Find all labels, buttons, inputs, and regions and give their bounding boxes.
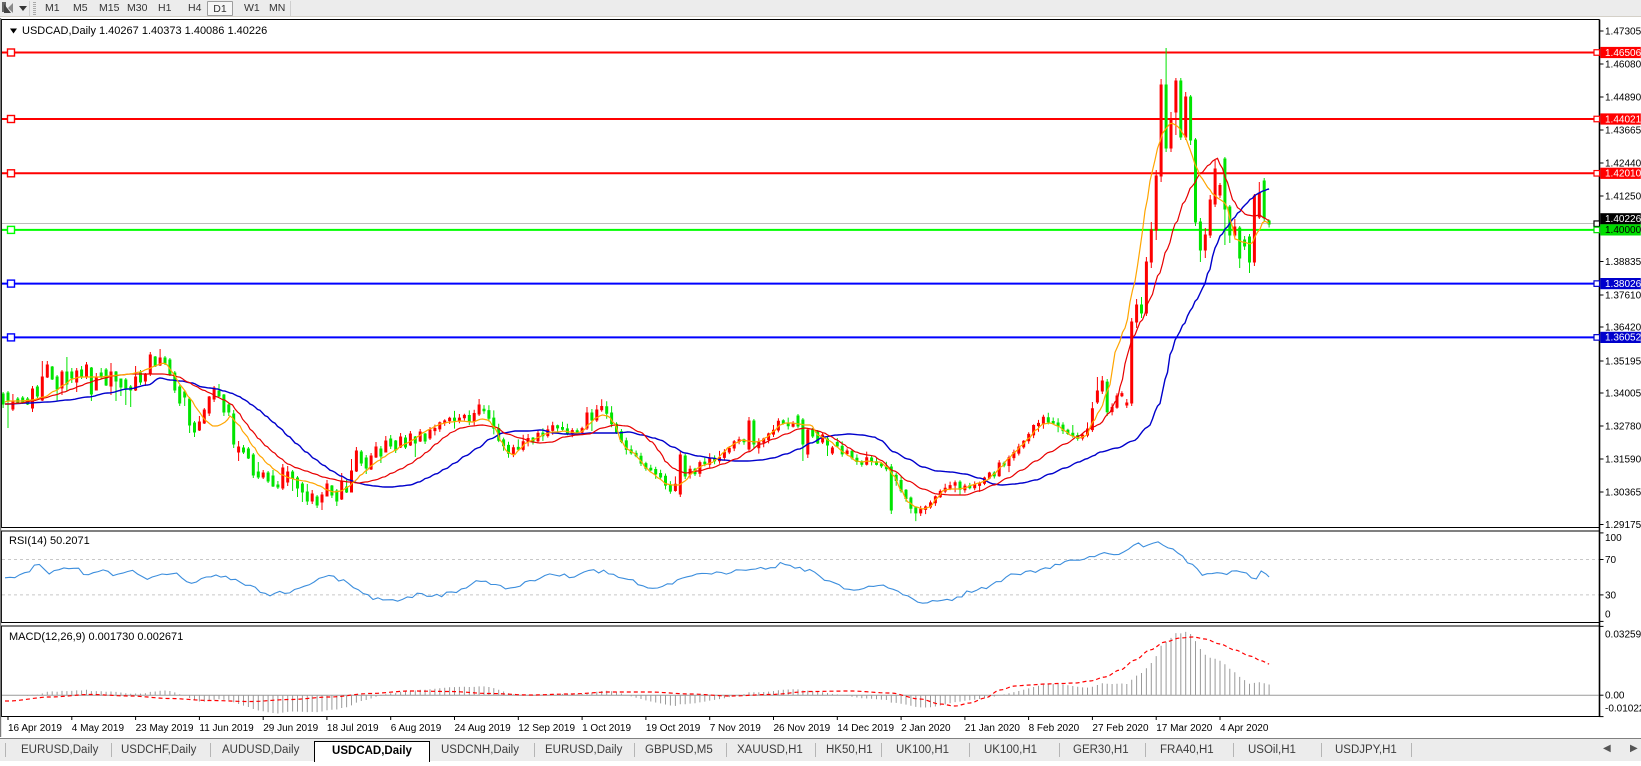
svg-text:0.032595: 0.032595 <box>1605 629 1641 640</box>
svg-text:1.40000: 1.40000 <box>1605 225 1641 236</box>
svg-text:6 Aug 2019: 6 Aug 2019 <box>391 723 442 734</box>
svg-text:1.47305: 1.47305 <box>1605 27 1641 38</box>
svg-text:RSI(14) 50.2071: RSI(14) 50.2071 <box>9 535 90 547</box>
svg-text:19 Oct 2019: 19 Oct 2019 <box>646 723 701 734</box>
svg-text:18 Jul 2019: 18 Jul 2019 <box>327 723 379 734</box>
svg-text:4 May 2019: 4 May 2019 <box>72 723 125 734</box>
svg-text:14 Dec 2019: 14 Dec 2019 <box>837 723 894 734</box>
svg-text:1.41250: 1.41250 <box>1605 192 1641 203</box>
svg-text:1.40226: 1.40226 <box>1605 214 1641 225</box>
svg-text:MACD(12,26,9) 0.001730 0.00267: MACD(12,26,9) 0.001730 0.002671 <box>9 631 183 643</box>
svg-text:1.44890: 1.44890 <box>1605 93 1641 104</box>
svg-text:2 Jan 2020: 2 Jan 2020 <box>901 723 951 734</box>
svg-text:100: 100 <box>1605 533 1622 544</box>
svg-text:1.43665: 1.43665 <box>1605 126 1641 137</box>
svg-text:USDCAD,Daily 1.40267 1.40373: USDCAD,Daily 1.40267 1.40373 1.40086 1.4… <box>22 25 267 37</box>
svg-text:21 Jan 2020: 21 Jan 2020 <box>965 723 1020 734</box>
svg-text:16 Apr 2019: 16 Apr 2019 <box>8 723 62 734</box>
svg-text:1.30365: 1.30365 <box>1605 488 1641 499</box>
svg-text:1.44021: 1.44021 <box>1605 114 1641 125</box>
svg-text:1.31590: 1.31590 <box>1605 455 1641 466</box>
svg-text:8 Feb 2020: 8 Feb 2020 <box>1029 723 1080 734</box>
svg-text:29 Jun 2019: 29 Jun 2019 <box>263 723 318 734</box>
svg-text:70: 70 <box>1605 555 1617 566</box>
svg-text:1.38835: 1.38835 <box>1605 257 1641 268</box>
svg-text:27 Feb 2020: 27 Feb 2020 <box>1092 723 1149 734</box>
svg-text:1.29175: 1.29175 <box>1605 520 1641 531</box>
svg-text:11 Jun 2019: 11 Jun 2019 <box>199 723 254 734</box>
svg-text:1.38026: 1.38026 <box>1605 279 1641 290</box>
svg-text:1.37610: 1.37610 <box>1605 291 1641 302</box>
svg-text:7 Nov 2019: 7 Nov 2019 <box>710 723 762 734</box>
svg-text:23 May 2019: 23 May 2019 <box>136 723 194 734</box>
svg-text:12 Sep 2019: 12 Sep 2019 <box>518 723 575 734</box>
svg-text:1.46506: 1.46506 <box>1605 48 1641 59</box>
svg-text:24 Aug 2019: 24 Aug 2019 <box>455 723 512 734</box>
svg-text:1.36052: 1.36052 <box>1605 333 1641 344</box>
svg-text:0: 0 <box>1605 610 1611 621</box>
svg-text:1.46080: 1.46080 <box>1605 60 1641 71</box>
svg-text:1.42010: 1.42010 <box>1605 169 1641 180</box>
svg-text:1.32780: 1.32780 <box>1605 422 1641 433</box>
svg-text:1.35195: 1.35195 <box>1605 357 1641 368</box>
svg-text:30: 30 <box>1605 590 1617 601</box>
svg-text:1.34005: 1.34005 <box>1605 389 1641 400</box>
svg-text:-0.010227: -0.010227 <box>1605 703 1641 714</box>
svg-text:26 Nov 2019: 26 Nov 2019 <box>774 723 831 734</box>
svg-text:1 Oct 2019: 1 Oct 2019 <box>582 723 631 734</box>
svg-text:0.00: 0.00 <box>1605 691 1625 702</box>
svg-text:17 Mar 2020: 17 Mar 2020 <box>1156 723 1213 734</box>
svg-text:4 Apr 2020: 4 Apr 2020 <box>1220 723 1269 734</box>
